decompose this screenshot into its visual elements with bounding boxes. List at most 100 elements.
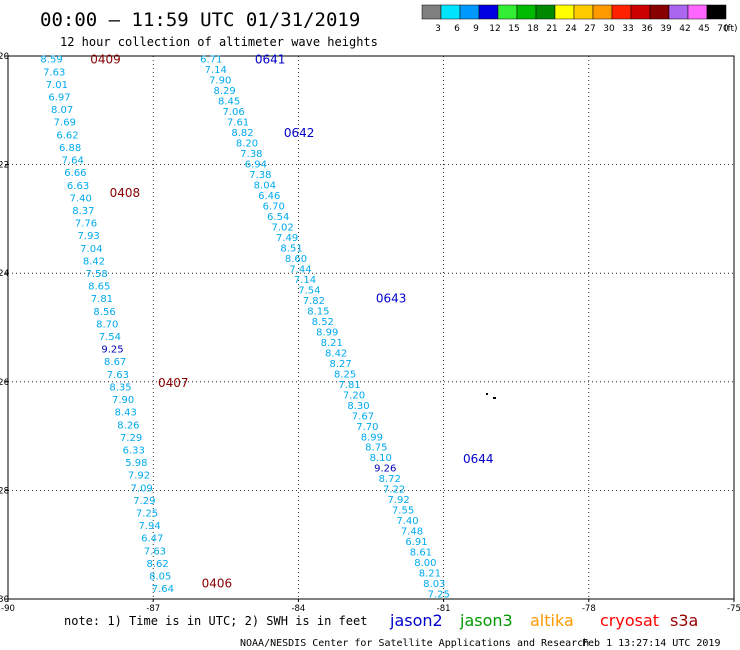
swh-value: 7.63 [144, 546, 166, 557]
x-tick-label: -87 [146, 604, 160, 614]
land-speck [486, 393, 488, 395]
land-speck [493, 397, 496, 399]
swh-value: 7.02 [272, 223, 294, 234]
legend-swatch [630, 4, 651, 20]
swh-value: 8.03 [423, 579, 445, 590]
swh-value: 8.67 [104, 357, 126, 368]
swh-value: 6.46 [258, 191, 280, 202]
swh-value: 7.90 [209, 76, 231, 87]
swh-value: 8.37 [72, 206, 94, 217]
swh-value: 8.05 [149, 572, 171, 583]
swh-value: 7.40 [396, 516, 418, 527]
swh-value: 8.65 [88, 282, 110, 293]
legend-label: 18 [527, 24, 539, 34]
swh-value: 6.91 [405, 537, 427, 548]
legend-label: 9 [473, 24, 479, 34]
track-s3a: 8.597.637.016.978.077.696.626.887.646.66… [40, 53, 232, 595]
legend-label: 12 [489, 24, 500, 34]
swh-value: 8.30 [347, 401, 369, 412]
swh-value: 7.76 [75, 219, 97, 230]
swh-value: 7.38 [240, 149, 262, 160]
satellite-name-altika: altika [530, 611, 574, 630]
swh-value: 8.72 [379, 474, 401, 485]
swh-value: 7.06 [222, 107, 244, 118]
swh-value: 6.47 [141, 534, 163, 545]
pass-time-label: 0641 [255, 53, 286, 67]
swh-value: 7.40 [70, 193, 92, 204]
pass-time-label: 0409 [90, 53, 121, 67]
grid-lines [8, 56, 734, 599]
pass-time-label: 0407 [158, 376, 189, 390]
legend-swatch [421, 4, 442, 20]
legend-label: 33 [622, 24, 633, 34]
swh-value: 7.44 [289, 264, 311, 275]
swh-value: 8.99 [316, 327, 338, 338]
swh-value: 8.61 [410, 548, 432, 559]
pass-time-label: 0408 [110, 186, 141, 200]
swh-value: 8.42 [83, 256, 105, 267]
swh-value: 7.20 [343, 390, 365, 401]
swh-value: 8.75 [365, 443, 387, 454]
x-tick-label: -78 [582, 604, 596, 614]
swh-value: 8.60 [285, 254, 307, 265]
swh-value: 7.29 [120, 433, 142, 444]
plot-frame [7, 55, 735, 600]
legend-label: 70 [717, 24, 729, 34]
footer-timestamp: Feb 1 13:27:14 UTC 2019 [582, 638, 720, 649]
footer-note: note: 1) Time is in UTC; 2) SWH is in fe… [64, 614, 367, 628]
footer-credit: NOAA/NESDIS Center for Satellite Applica… [240, 638, 589, 649]
swh-value: 8.04 [254, 181, 276, 192]
swh-value: 7.14 [205, 65, 227, 76]
swh-value: 8.59 [40, 55, 62, 66]
satellite-tracks: 8.597.637.016.978.077.696.626.887.646.66… [40, 53, 493, 601]
satellite-name-cryosat: cryosat [600, 611, 659, 630]
legend-swatch [440, 4, 461, 20]
legend-label: 30 [603, 24, 615, 34]
legend-swatch [497, 4, 518, 20]
color-scale-legend: 3 6 9 12 15 18 21 24 27 30 33 36 39 42 45 70(ft) [421, 4, 738, 34]
legend-label: 45 [698, 24, 709, 34]
swh-value: 8.62 [146, 559, 168, 570]
legend-swatch [459, 4, 480, 20]
swh-value: 5.98 [125, 458, 147, 469]
x-tick-label: -75 [727, 604, 740, 614]
swh-value: 7.04 [80, 244, 102, 255]
swh-value: 7.54 [99, 332, 121, 343]
legend-swatch [649, 4, 670, 20]
swh-value: 6.70 [263, 202, 285, 213]
pass-time-label: 0643 [376, 292, 407, 306]
plot-area: -90 -87 -84 -81 -78 -75 -20 -22 -24 -26 -28 -30 8.5… [0, 52, 740, 614]
swh-value: 8.99 [361, 432, 383, 443]
swh-value: 6.54 [267, 212, 289, 223]
swh-value: 7.70 [356, 422, 378, 433]
swh-value: 7.81 [338, 380, 360, 391]
axis-ticks: -90 -87 -84 -81 -78 -75 -20 -22 -24 -26 -28 -30 [0, 52, 740, 614]
track-jason2: 6.717.147.908.298.457.067.618.828.207.38… [200, 53, 493, 601]
pass-time-label: 0644 [463, 452, 494, 466]
legend-label: 6 [454, 24, 460, 34]
swh-value: 7.01 [46, 80, 68, 91]
swh-value: 8.27 [329, 359, 351, 370]
swh-value: 8.42 [325, 348, 347, 359]
legend-swatch [516, 4, 537, 20]
y-tick-label: -24 [0, 269, 9, 279]
swh-value: 9.25 [101, 345, 123, 356]
legend-label: 15 [508, 24, 519, 34]
satellite-name-jason3: jason3 [459, 611, 513, 630]
swh-value: 6.88 [59, 143, 81, 154]
swh-value: 6.33 [123, 445, 145, 456]
swh-value: 7.38 [249, 170, 271, 181]
pass-time-label: 0642 [284, 126, 315, 140]
swh-value: 8.21 [321, 338, 343, 349]
swh-value: 7.25 [428, 590, 450, 601]
legend-swatch [668, 4, 689, 20]
swh-value: 7.67 [352, 411, 374, 422]
swh-value: 7.25 [136, 509, 158, 520]
y-tick-label: -26 [0, 378, 9, 388]
swh-value: 6.63 [67, 181, 89, 192]
swh-value: 7.69 [54, 118, 76, 129]
swh-value: 7.63 [43, 67, 65, 78]
swh-value: 7.09 [131, 483, 153, 494]
legend-swatch [611, 4, 632, 20]
